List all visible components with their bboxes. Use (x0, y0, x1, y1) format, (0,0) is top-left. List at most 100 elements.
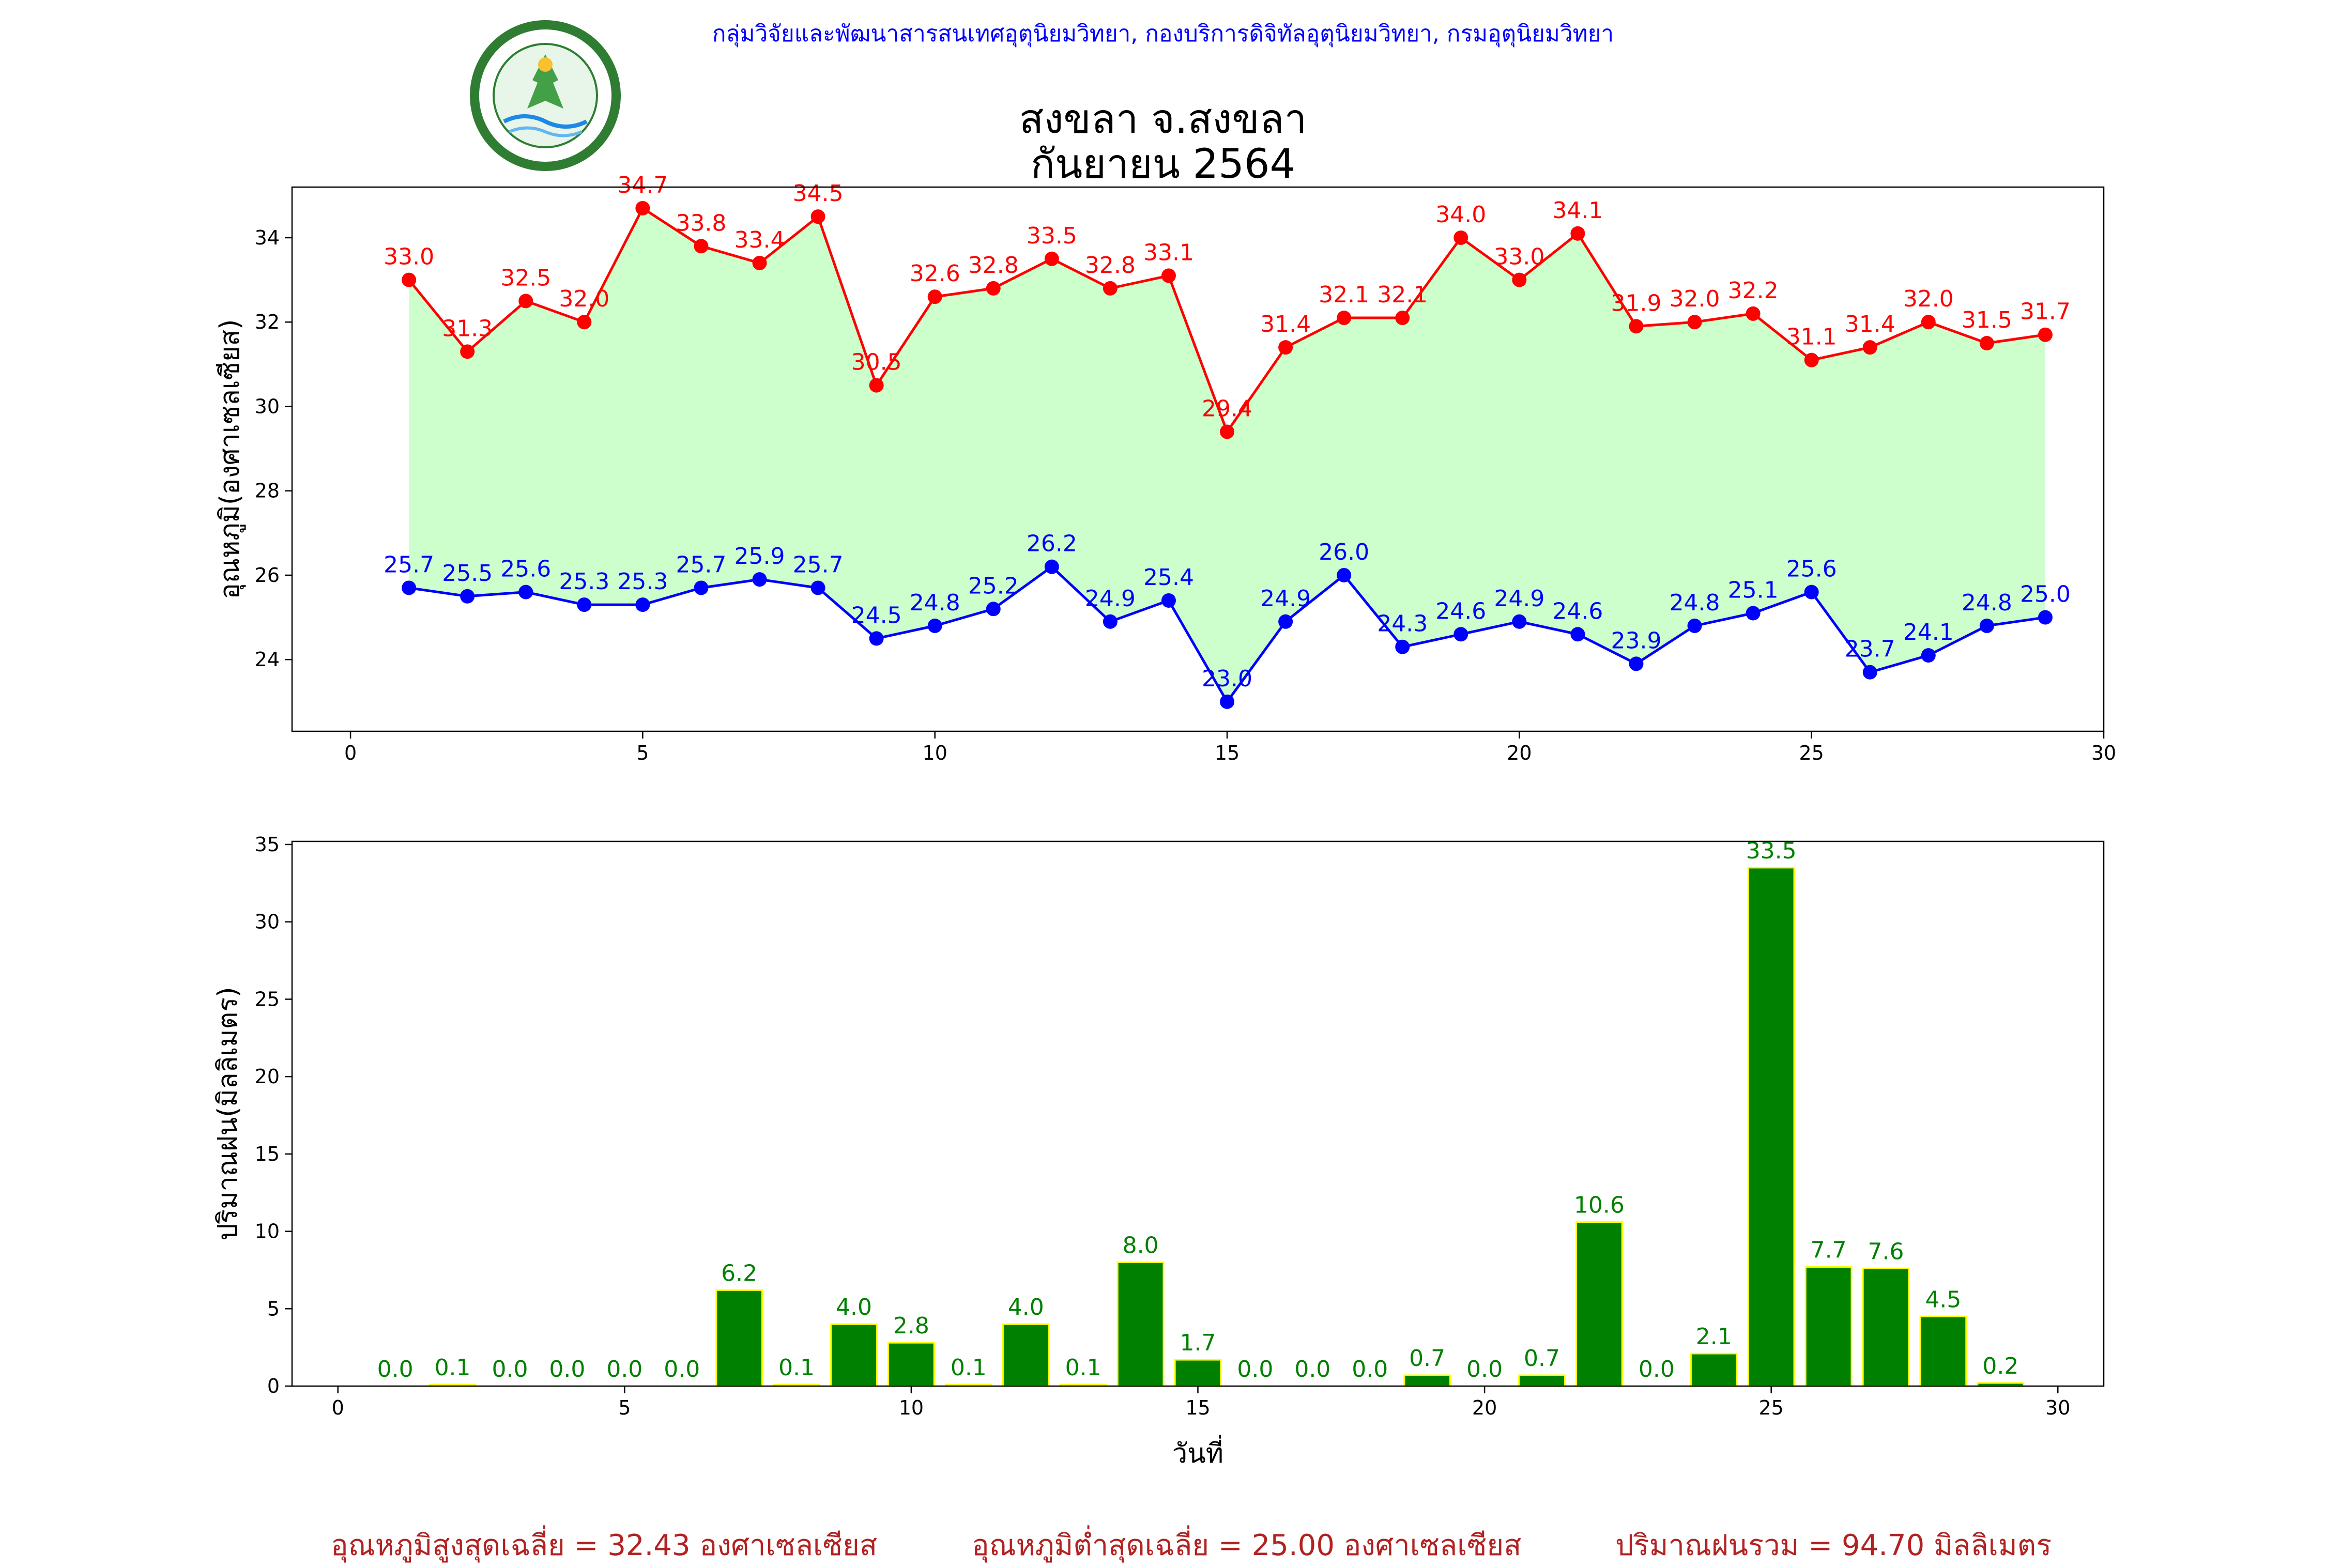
max-temp-point (810, 209, 825, 224)
min-temp-point (2038, 610, 2053, 625)
rain-value-label: 0.0 (606, 1356, 642, 1382)
rain-value-label: 0.1 (778, 1355, 815, 1381)
max-temp-label: 30.5 (851, 349, 902, 376)
rain-bar (1403, 1374, 1451, 1387)
rain-bar (1002, 1323, 1050, 1387)
min-temp-label: 24.6 (1552, 598, 1603, 624)
rain-value-label: 0.0 (492, 1356, 528, 1382)
min-temp-label: 24.9 (1260, 586, 1311, 612)
temp-x-tick-label: 30 (2091, 742, 2116, 764)
max-temp-point (1044, 251, 1059, 266)
max-temp-label: 32.1 (1319, 282, 1369, 308)
rain-bar (887, 1342, 935, 1387)
min-temp-point (1161, 593, 1176, 608)
min-temp-label: 24.1 (1903, 619, 1954, 645)
temperature-plot-frame (291, 186, 2105, 732)
rain-value-label: 0.1 (435, 1355, 471, 1381)
max-temp-point (1629, 319, 1644, 334)
rain-bar (1862, 1267, 1910, 1387)
rain-value-label: 4.0 (836, 1294, 872, 1320)
max-temp-label: 33.8 (676, 210, 726, 236)
temp-x-tick-label: 10 (923, 742, 947, 764)
max-temp-point (752, 255, 767, 270)
rain-bar (1747, 867, 1795, 1387)
min-temp-point (635, 597, 650, 612)
max-temp-label: 32.6 (910, 260, 960, 287)
min-temp-point (752, 572, 767, 587)
max-temp-point (1804, 352, 1819, 367)
rain-y-tick-label: 30 (255, 911, 280, 933)
min-temp-label: 24.9 (1494, 586, 1544, 612)
rain-value-label: 4.0 (1008, 1294, 1044, 1320)
max-temp-point (1512, 272, 1527, 287)
min-temp-point (577, 597, 592, 612)
rain-value-label: 0.0 (1352, 1356, 1388, 1382)
min-temp-point (1746, 606, 1761, 621)
rain-x-tick-label: 30 (2045, 1396, 2070, 1419)
rain-value-label: 0.0 (1466, 1356, 1503, 1382)
min-temp-label: 25.3 (559, 568, 609, 595)
rain-value-label: 0.0 (549, 1356, 585, 1382)
min-temp-point (1629, 656, 1644, 671)
max-temp-point (635, 201, 650, 216)
max-temp-point (1395, 311, 1410, 326)
max-temp-label: 31.3 (442, 315, 493, 342)
min-temp-point (1278, 614, 1293, 629)
max-temp-point (2038, 327, 2053, 342)
rain-value-label: 0.0 (377, 1356, 414, 1382)
chart-title-month: กันยายน 2564 (1030, 141, 1296, 188)
max-temp-label: 32.1 (1377, 282, 1428, 308)
max-temp-point (577, 315, 592, 330)
max-temp-label: 29.4 (1202, 395, 1252, 422)
rain-value-label: 4.5 (1925, 1286, 1961, 1313)
max-temp-label: 32.2 (1728, 278, 1779, 304)
min-temp-label: 24.6 (1435, 598, 1486, 624)
min-temp-point (1337, 567, 1352, 582)
rain-value-label: 0.1 (951, 1355, 987, 1381)
temp-y-tick-label: 30 (255, 395, 280, 418)
min-temp-point (1921, 648, 1936, 663)
min-temp-label: 24.8 (1670, 590, 1720, 616)
min-temp-point (1044, 559, 1059, 574)
rain-value-label: 6.2 (721, 1260, 757, 1286)
rain-bar (715, 1289, 763, 1387)
max-temp-label: 31.7 (2020, 299, 2071, 325)
rain-value-label: 10.6 (1574, 1192, 1625, 1219)
temp-y-tick-label: 34 (255, 226, 280, 249)
max-temp-point (1220, 424, 1235, 439)
max-temp-label: 33.0 (1494, 244, 1544, 270)
max-temp-label: 34.0 (1435, 202, 1486, 228)
max-temp-label: 32.8 (968, 252, 1019, 279)
max-temp-label: 31.4 (1845, 311, 1895, 337)
min-temp-point (810, 580, 825, 595)
rain-bar (1174, 1359, 1222, 1387)
rain-x-tick-label: 10 (899, 1396, 924, 1419)
max-temp-point (1278, 340, 1293, 355)
min-temp-label: 25.6 (1786, 556, 1837, 582)
avg-min-temperature: อุณหภูมิต่ำสุดเฉลี่ย = 25.00 องศาเซลเซีย… (972, 1529, 1522, 1562)
max-temp-point (1337, 311, 1352, 326)
max-temp-label: 33.4 (734, 227, 785, 253)
rain-value-label: 0.0 (1237, 1356, 1273, 1382)
rain-bar (1518, 1374, 1566, 1387)
avg-max-temperature: อุณหภูมิสูงสุดเฉลี่ย = 32.43 องศาเซลเซีย… (331, 1529, 878, 1562)
temp-x-tick-label: 20 (1507, 742, 1532, 764)
max-temp-label: 32.5 (500, 265, 551, 291)
rain-y-tick-label: 35 (255, 833, 280, 856)
max-temp-point (1979, 336, 1994, 351)
temp-y-tick-label: 28 (255, 480, 280, 502)
temperature-range-fill (409, 208, 2045, 702)
min-temp-label: 25.5 (442, 560, 493, 587)
temp-y-tick-label: 24 (255, 648, 280, 671)
rain-x-tick-label: 20 (1472, 1396, 1497, 1419)
max-temp-label: 32.0 (559, 286, 609, 312)
rain-value-label: 0.0 (1639, 1356, 1675, 1382)
min-temp-label: 25.4 (1143, 564, 1194, 591)
rain-value-label: 2.8 (893, 1313, 929, 1339)
min-temp-label: 25.6 (500, 556, 551, 582)
min-temp-label: 26.2 (1027, 531, 1077, 557)
rain-value-label: 0.0 (664, 1356, 700, 1382)
min-temp-label: 26.0 (1319, 539, 1369, 565)
max-temp-label: 33.5 (1027, 223, 1077, 249)
max-temp-label: 34.5 (793, 180, 844, 207)
